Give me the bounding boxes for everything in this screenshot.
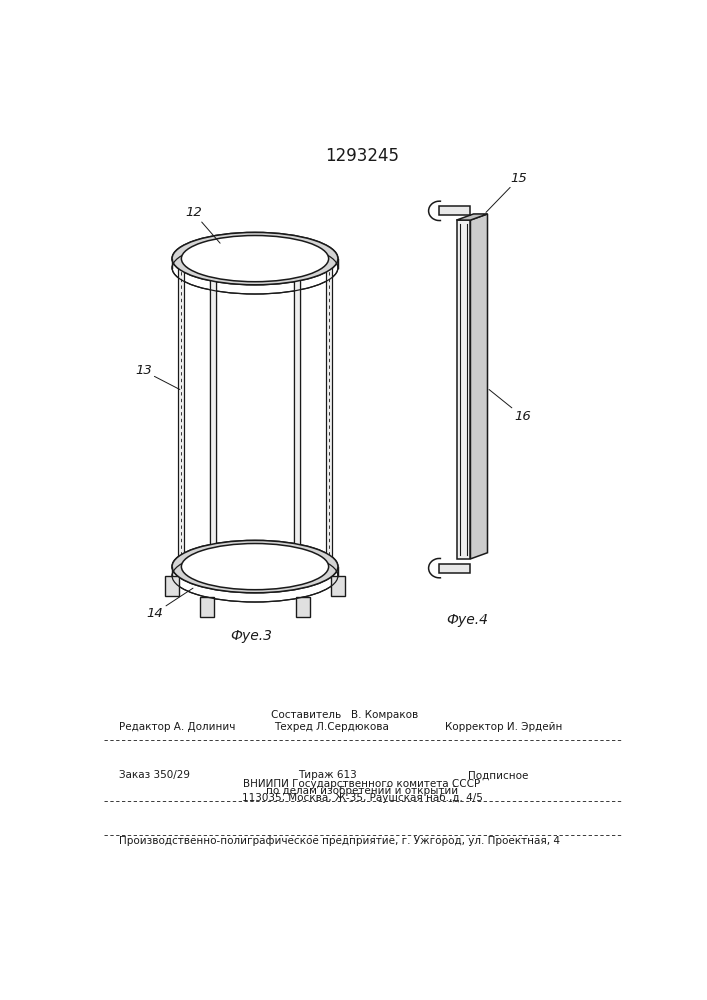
- Ellipse shape: [172, 540, 338, 593]
- Bar: [325, 259, 332, 567]
- Text: Корректор И. Эрдейн: Корректор И. Эрдейн: [445, 722, 562, 732]
- Text: 113035, Москва, Ж-35, Раушская наб.,д. 4/5: 113035, Москва, Ж-35, Раушская наб.,д. 4…: [242, 793, 482, 803]
- Text: Техред Л.Сердюкова: Техред Л.Сердюкова: [274, 722, 390, 732]
- Polygon shape: [457, 214, 488, 220]
- Ellipse shape: [172, 232, 338, 285]
- Ellipse shape: [182, 543, 329, 590]
- Text: 12: 12: [185, 206, 220, 243]
- Ellipse shape: [172, 540, 338, 593]
- Bar: [440, 206, 470, 215]
- Bar: [457, 220, 470, 559]
- Text: Заказ 350/29: Заказ 350/29: [119, 770, 190, 780]
- Text: Подписное: Подписное: [468, 770, 529, 780]
- Bar: [178, 259, 185, 567]
- Bar: [296, 597, 310, 617]
- Text: Фуе.4: Фуе.4: [446, 613, 489, 627]
- Bar: [165, 576, 179, 596]
- Ellipse shape: [182, 543, 329, 590]
- Text: ВНИИПИ Государственного комитета СССР: ВНИИПИ Государственного комитета СССР: [243, 779, 481, 789]
- Bar: [210, 278, 216, 586]
- Text: Фуе.3: Фуе.3: [230, 629, 272, 643]
- Ellipse shape: [182, 235, 329, 282]
- Text: Составитель   В. Комраков: Составитель В. Комраков: [271, 710, 418, 720]
- Text: по делам изобретений и открытий: по делам изобретений и открытий: [266, 786, 458, 796]
- Bar: [331, 576, 345, 596]
- Bar: [201, 597, 214, 617]
- Polygon shape: [470, 214, 488, 559]
- Ellipse shape: [172, 232, 338, 285]
- Text: 16: 16: [489, 389, 532, 423]
- Text: Редактор А. Долинич: Редактор А. Долинич: [119, 722, 235, 732]
- Text: 1293245: 1293245: [325, 147, 399, 165]
- Bar: [201, 554, 214, 574]
- Text: Производственно-полиграфическое предприятие, г. Ужгород, ул. Проектная, 4: Производственно-полиграфическое предприя…: [119, 836, 561, 846]
- Text: 14: 14: [146, 588, 193, 620]
- Bar: [294, 278, 300, 586]
- Bar: [440, 564, 470, 573]
- Text: Тираж 613: Тираж 613: [298, 770, 356, 780]
- Bar: [210, 240, 216, 548]
- Bar: [296, 554, 310, 574]
- Text: 15: 15: [486, 172, 527, 212]
- Text: 13: 13: [135, 364, 180, 389]
- Bar: [294, 240, 300, 548]
- Ellipse shape: [182, 235, 329, 282]
